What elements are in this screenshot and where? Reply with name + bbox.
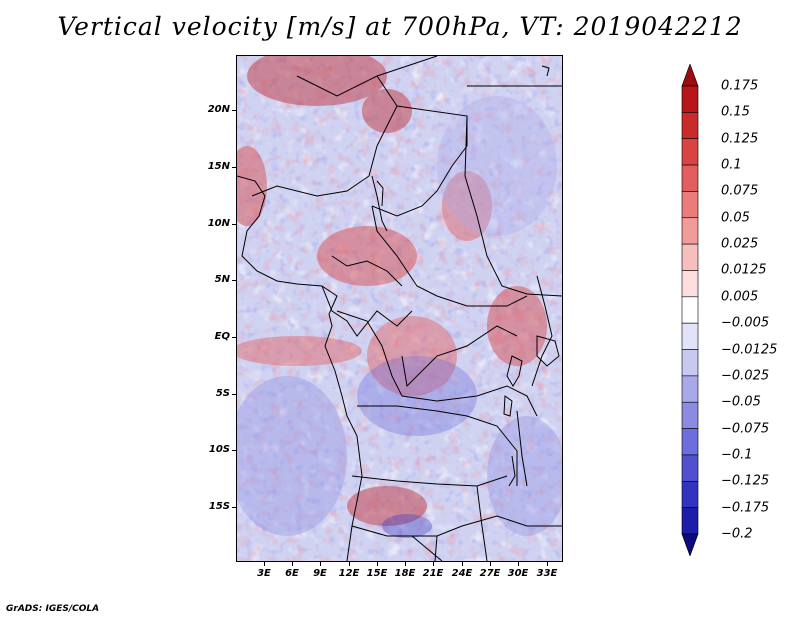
colorbar-label: −0.0125	[721, 342, 778, 358]
colorbar-segment	[681, 270, 699, 298]
colorbar-label: 0.025	[721, 236, 759, 252]
lon-label-15e: 15E	[366, 568, 388, 579]
colorbar-label: −0.125	[721, 473, 770, 489]
lon-label-18e: 18E	[394, 568, 416, 579]
lon-tick	[462, 562, 463, 566]
colorbar-label: 0.175	[721, 78, 759, 94]
lon-label-12e: 12E	[338, 568, 360, 579]
colorbar-segment	[681, 454, 699, 482]
colorbar-label: 0.005	[721, 289, 759, 305]
footer-credit: GrADS: IGES/COLA	[6, 604, 100, 614]
colorbar-segment	[681, 191, 699, 219]
lat-tick	[232, 224, 236, 225]
lon-tick	[490, 562, 491, 566]
lat-label-10n: 10N	[207, 218, 230, 229]
colorbar-label: 0.125	[721, 131, 759, 147]
colorbar-label: −0.175	[721, 500, 770, 516]
blue-patches	[237, 96, 562, 538]
colorbar-label: −0.05	[721, 394, 761, 410]
colorbar-bottom-arrow	[681, 533, 699, 556]
lat-tick	[232, 337, 236, 338]
lat-tick	[232, 450, 236, 451]
lat-label-20n: 20N	[207, 104, 230, 115]
colorbar-label: 0.0125	[721, 262, 767, 278]
colorbar-label: 0.1	[721, 157, 742, 173]
lat-label-eq: EQ	[214, 331, 230, 342]
lon-label-9e: 9E	[313, 568, 327, 579]
lon-tick	[377, 562, 378, 566]
lat-label-10s: 10S	[208, 444, 230, 455]
lat-label-5s: 5S	[215, 388, 230, 399]
red-patches	[237, 56, 547, 526]
colorbar-segment	[681, 322, 699, 350]
colorbar-segment	[681, 217, 699, 245]
colorbar-segment	[681, 507, 699, 535]
colorbar-label: 0.05	[721, 210, 750, 226]
lon-tick	[320, 562, 321, 566]
lon-label-3e: 3E	[257, 568, 271, 579]
colorbar	[681, 64, 699, 556]
lon-label-33e: 33E	[536, 568, 558, 579]
colorbar-label: 0.075	[721, 183, 759, 199]
map-panel	[236, 55, 563, 562]
colorbar-segment	[681, 349, 699, 377]
colorbar-label: −0.075	[721, 421, 770, 437]
lat-label-15s: 15S	[208, 501, 230, 512]
lon-tick	[405, 562, 406, 566]
chart-title: Vertical velocity [m/s] at 700hPa, VT: 2…	[57, 12, 743, 41]
lat-tick	[232, 110, 236, 111]
colorbar-label: −0.2	[721, 526, 753, 542]
colorbar-label: −0.005	[721, 315, 770, 331]
colorbar-segment	[681, 296, 699, 324]
lon-label-21e: 21E	[422, 568, 444, 579]
colorbar-segment	[681, 428, 699, 456]
lake-outlines	[503, 65, 550, 487]
lat-label-5n: 5N	[214, 274, 230, 285]
lat-tick	[232, 394, 236, 395]
colorbar-segment	[681, 164, 699, 192]
lon-label-24e: 24E	[451, 568, 473, 579]
colorbar-segment	[681, 85, 699, 113]
lat-label-15n: 15N	[207, 161, 230, 172]
colorbar-segment	[681, 138, 699, 166]
lat-tick	[232, 167, 236, 168]
lon-tick	[264, 562, 265, 566]
lon-tick	[518, 562, 519, 566]
lon-label-27e: 27E	[479, 568, 501, 579]
colorbar-segment	[681, 375, 699, 403]
colorbar-segment	[681, 480, 699, 508]
colorbar-label: 0.15	[721, 104, 750, 120]
lon-tick	[433, 562, 434, 566]
colorbar-segment	[681, 401, 699, 429]
colorbar-segment	[681, 243, 699, 271]
lon-label-30e: 30E	[507, 568, 529, 579]
lon-tick	[349, 562, 350, 566]
country-borders	[237, 56, 562, 561]
colorbar-segment	[681, 112, 699, 140]
lat-tick	[232, 507, 236, 508]
lon-tick	[547, 562, 548, 566]
colorbar-label: −0.025	[721, 368, 770, 384]
colorbar-top-arrow	[681, 64, 699, 87]
lat-tick	[232, 280, 236, 281]
lon-label-6e: 6E	[285, 568, 299, 579]
colorbar-label: −0.1	[721, 447, 753, 463]
lon-tick	[292, 562, 293, 566]
field-red-noise	[237, 56, 562, 561]
